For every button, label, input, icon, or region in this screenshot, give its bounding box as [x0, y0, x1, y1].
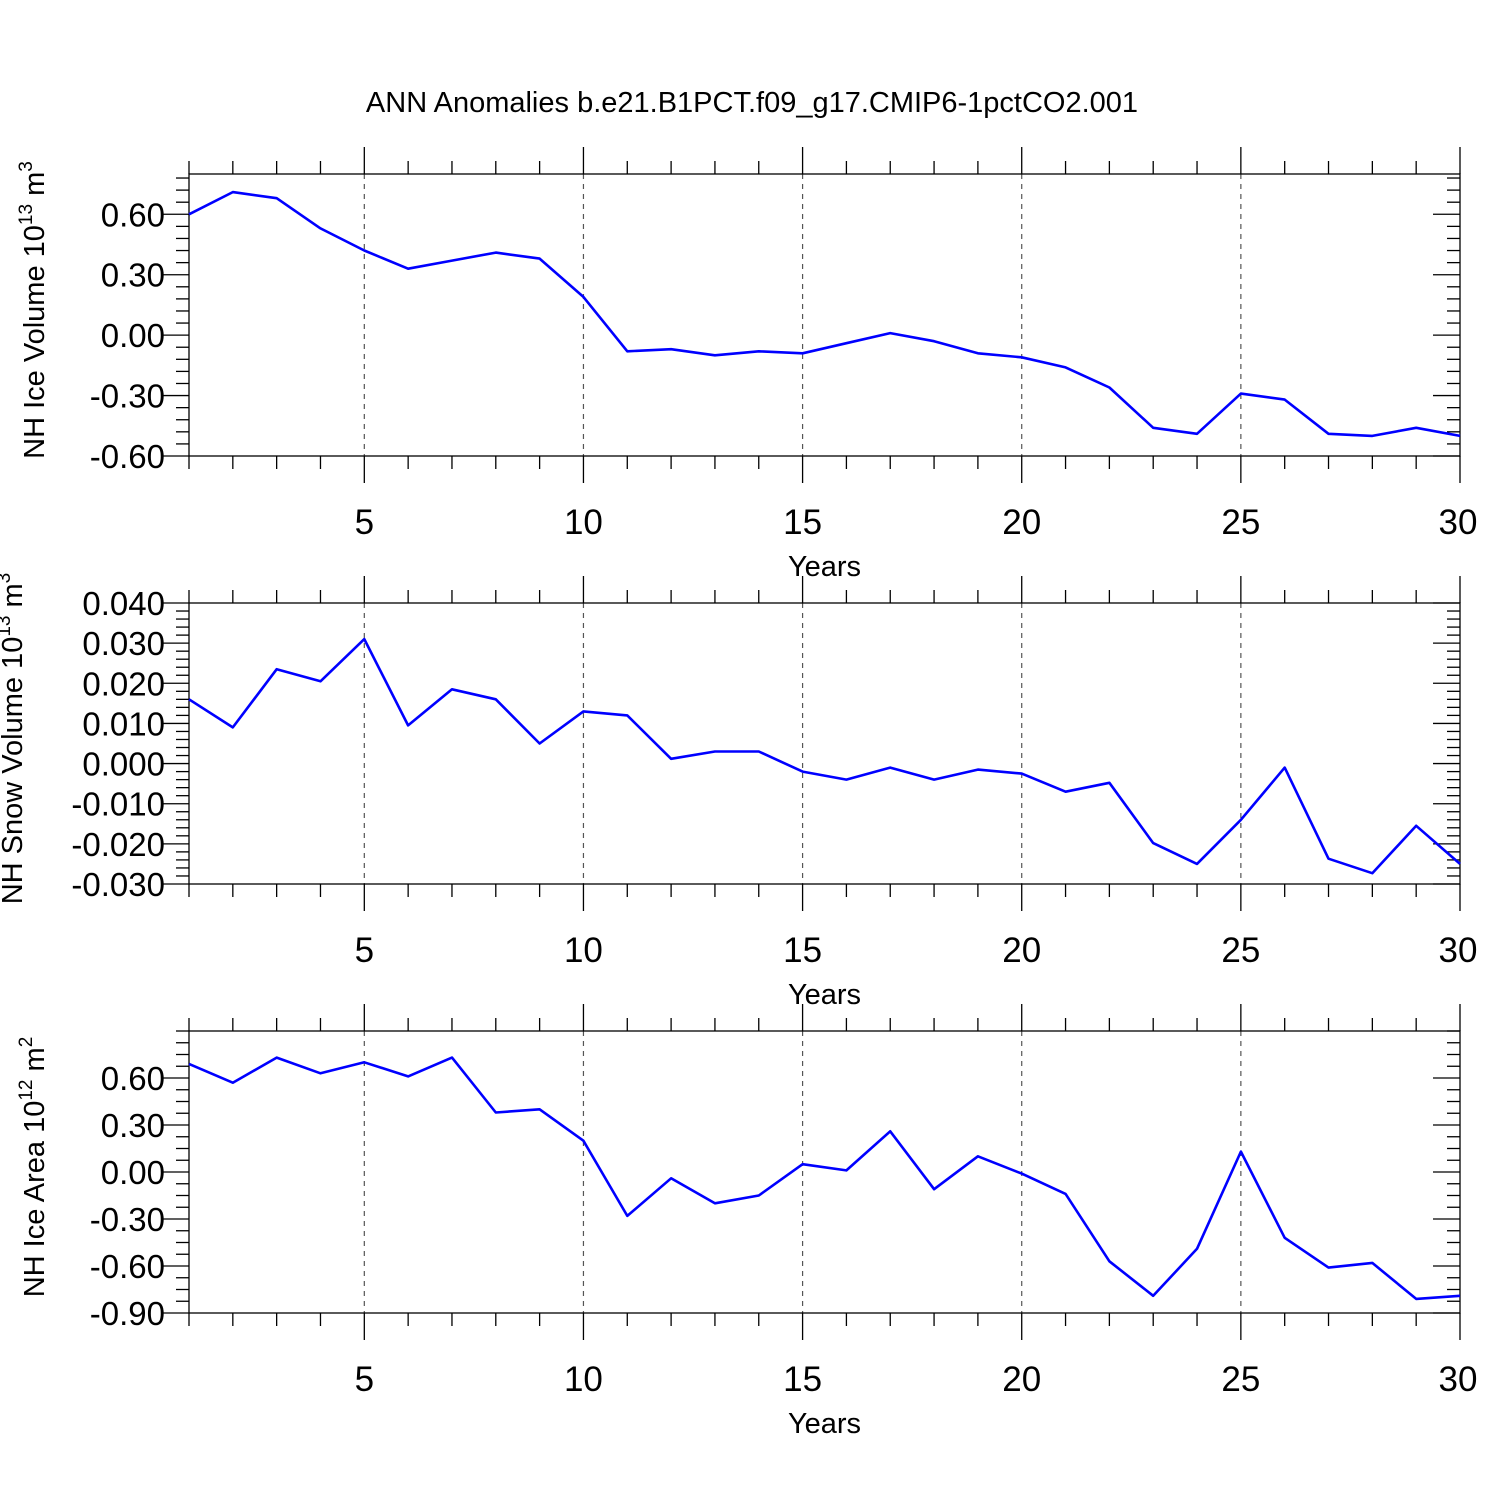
y-tick-label: 0.000 — [82, 746, 165, 783]
chart-panel-1: -0.60 -0.30 0.00 0.30 0.60 5 10 15 20 25 30 Years NH… — [16, 147, 1477, 583]
y-tick-label: -0.60 — [90, 438, 165, 475]
y-axis-title-main: NH Ice Area 10 — [19, 1101, 51, 1298]
plot-frame — [188, 173, 1461, 457]
x-tick-label: 25 — [1221, 503, 1260, 542]
y-axis-title-unit: m — [19, 1047, 51, 1079]
y-tick-label: -0.30 — [90, 1201, 165, 1238]
y-axis-title-unit: m — [19, 172, 51, 204]
y-axis-title: NH Ice Area 1012 m2 — [16, 1037, 51, 1298]
x-tick-label: 30 — [1439, 503, 1478, 542]
y-axis-title-unit-exponent: 3 — [0, 573, 15, 584]
y-axis-title-main: NH Snow Volume 10 — [0, 637, 29, 905]
plot-frame — [188, 602, 1461, 885]
y-axis-title: NH Snow Volume 1013 m3 — [0, 573, 29, 905]
y-tick-label: 0.60 — [101, 196, 165, 233]
x-axis-title: Years — [788, 979, 861, 1011]
y-axis-title-exponent: 13 — [16, 204, 37, 225]
x-tick-label: 25 — [1221, 931, 1260, 970]
x-tick-label: 5 — [355, 1360, 374, 1399]
plot-frame — [188, 1030, 1461, 1314]
x-axis-title: Years — [788, 1408, 861, 1440]
x-tick-label: 20 — [1002, 1360, 1041, 1399]
y-tick-label: 0.60 — [101, 1060, 165, 1097]
x-tick-label: 20 — [1002, 931, 1041, 970]
y-axis-title-exponent: 13 — [0, 616, 15, 637]
y-tick-label: 0.00 — [101, 317, 165, 354]
y-axis-title-main: NH Ice Volume 10 — [19, 225, 51, 459]
y-axis-title-unit: m — [0, 583, 29, 615]
x-tick-label: 20 — [1002, 503, 1041, 542]
x-tick-label: 10 — [564, 1360, 603, 1399]
x-tick-label: 5 — [355, 503, 374, 542]
y-tick-label: -0.010 — [71, 786, 165, 823]
series-line — [188, 637, 1461, 875]
y-tick-label: 0.010 — [82, 705, 165, 742]
y-tick-label: -0.030 — [71, 866, 165, 903]
series-line — [188, 1056, 1461, 1301]
x-tick-label: 15 — [783, 1360, 822, 1399]
chart-title: ANN Anomalies b.e21.B1PCT.f09_g17.CMIP6-… — [366, 87, 1138, 119]
y-tick-label: 0.30 — [101, 257, 165, 294]
y-tick-label: 0.020 — [82, 665, 165, 702]
x-tick-label: 30 — [1439, 1360, 1478, 1399]
x-tick-label: 10 — [564, 931, 603, 970]
y-axis-title-exponent: 12 — [16, 1080, 37, 1101]
y-axis-title-unit-exponent: 3 — [16, 161, 37, 172]
x-tick-label: 30 — [1439, 931, 1478, 970]
y-tick-label: -0.90 — [90, 1295, 165, 1332]
y-axis-title: NH Ice Volume 1013 m3 — [16, 161, 51, 459]
x-tick-label: 5 — [355, 931, 374, 970]
x-axis-title: Years — [788, 551, 861, 583]
series-line — [188, 190, 1461, 438]
y-tick-label: -0.30 — [90, 378, 165, 415]
y-axis-title-unit-exponent: 2 — [16, 1037, 37, 1048]
chart-panel-3: -0.90 -0.60 -0.30 0.00 0.30 0.60 5 10 15 20 25 30 Ye… — [16, 1004, 1477, 1440]
y-tick-label: -0.60 — [90, 1248, 165, 1285]
y-tick-label: -0.020 — [71, 826, 165, 863]
y-tick-label: 0.00 — [101, 1154, 165, 1191]
x-tick-label: 25 — [1221, 1360, 1260, 1399]
y-tick-label: 0.30 — [101, 1107, 165, 1144]
panels: -0.60-0.300.000.300.605 10 15 20 25 30YearsNH… — [0, 147, 1477, 1440]
x-tick-label: 15 — [783, 931, 822, 970]
x-tick-label: 15 — [783, 503, 822, 542]
y-tick-label: 0.040 — [82, 585, 165, 622]
y-tick-label: 0.030 — [82, 625, 165, 662]
x-tick-label: 10 — [564, 503, 603, 542]
